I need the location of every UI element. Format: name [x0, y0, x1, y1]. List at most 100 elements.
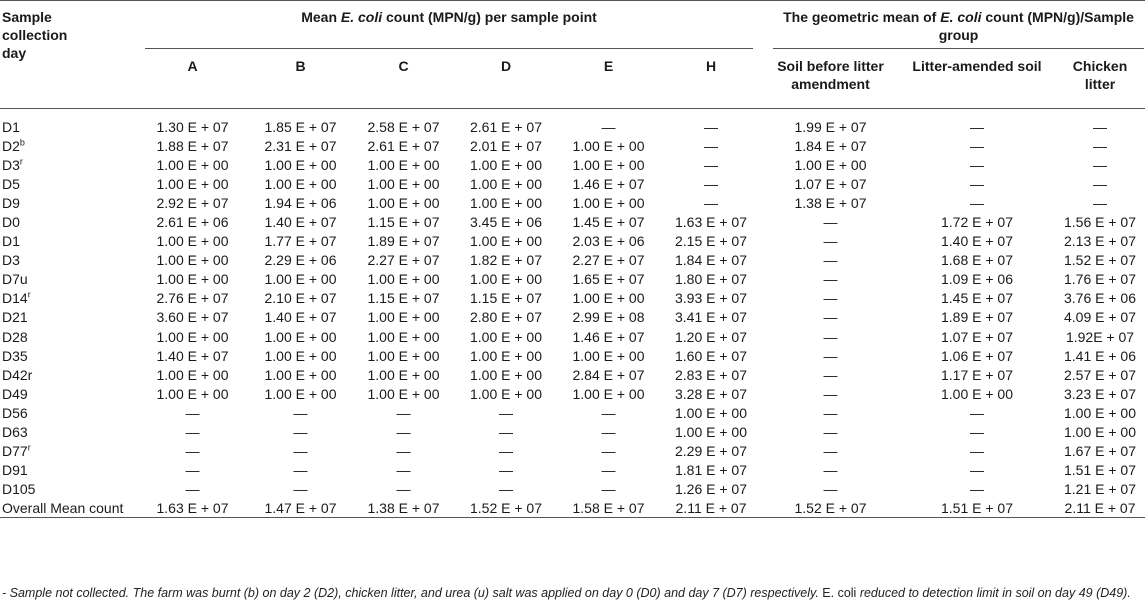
- table-row: D56 — — — — — 1.00 E + 00 — — 1.00 E + 00: [0, 403, 1145, 422]
- value-cell: —: [823, 328, 838, 345]
- value-cell: 1.52 E + 07: [762, 498, 899, 519]
- value-cell: —: [823, 481, 838, 498]
- value-cell: 1.89 E + 07: [367, 233, 440, 250]
- day-label: D21: [2, 309, 28, 326]
- value-cell: 1.00 E + 00: [1064, 404, 1137, 421]
- table-row: D77r — — — — — 2.29 E + 07 — — 1.67 E + 07: [0, 442, 1145, 461]
- value-cell: 2.11 E + 07: [1055, 498, 1145, 519]
- value-cell: —: [185, 404, 200, 421]
- value-cell: 1.00 E + 00: [264, 347, 337, 364]
- table-row: D1 1.30 E + 07 1.85 E + 07 2.58 E + 07 2.61 …: [0, 117, 1145, 136]
- value-cell: 1.76 E + 07: [1064, 271, 1137, 288]
- table-row: D105 — — — — — 1.26 E + 07 — — 1.21 E + 07: [0, 480, 1145, 499]
- day-cell: D105: [0, 480, 136, 499]
- day-cell: D1: [0, 232, 136, 251]
- value-cell: 1.00 E + 00: [367, 156, 440, 173]
- value-cell: —: [1093, 156, 1108, 173]
- value-cell: 1.21 E + 07: [1064, 481, 1137, 498]
- value-cell: —: [970, 443, 984, 460]
- value-cell: —: [499, 404, 513, 421]
- value-cell: 1.94 E + 06: [264, 194, 337, 211]
- value-cell: 1.58 E + 07: [557, 498, 660, 519]
- day-cell: D5: [0, 174, 136, 193]
- value-cell: 1.00 E + 00: [367, 366, 440, 383]
- day-label: D5: [2, 175, 20, 192]
- value-cell: 1.00 E + 00: [469, 156, 542, 173]
- value-cell: 1.00 E + 00: [156, 252, 229, 269]
- value-cell: 1.41 E + 06: [1064, 347, 1137, 364]
- day-cell: D77r: [0, 442, 136, 461]
- value-cell: 1.68 E + 07: [940, 252, 1013, 269]
- value-cell: 1.46 E + 07: [572, 328, 645, 345]
- value-cell: 1.40 E + 07: [156, 347, 229, 364]
- col-header-d: D: [500, 57, 512, 74]
- value-cell: 1.56 E + 07: [1064, 214, 1137, 231]
- day-cell: D0: [0, 212, 136, 231]
- value-cell: 1.09 E + 06: [940, 271, 1013, 288]
- value-cell: —: [823, 462, 838, 479]
- group1-suffix: count (MPN/g) per sample point: [382, 9, 597, 25]
- value-cell: 1.82 E + 07: [469, 252, 542, 269]
- day-label: D56: [2, 404, 28, 421]
- value-cell: 2.80 E + 07: [469, 309, 542, 326]
- value-cell: 1.67 E + 07: [1064, 443, 1137, 460]
- value-cell: 2.27 E + 07: [367, 252, 440, 269]
- value-cell: 1.00 E + 00: [572, 194, 645, 211]
- value-cell: 1.45 E + 07: [572, 214, 645, 231]
- value-cell: 3.28 E + 07: [674, 385, 747, 402]
- value-cell: 2.03 E + 06: [572, 233, 645, 250]
- value-cell: —: [601, 404, 616, 421]
- value-cell: 1.00 E + 00: [367, 175, 440, 192]
- value-cell: —: [970, 462, 984, 479]
- value-cell: 1.81 E + 07: [674, 462, 747, 479]
- value-cell: 1.72 E + 07: [940, 214, 1013, 231]
- day-cell: D14r: [0, 289, 136, 308]
- value-cell: 2.15 E + 07: [674, 233, 747, 250]
- footnote-part2: E. coli: [822, 586, 857, 600]
- table-row: D9 2.92 E + 07 1.94 E + 06 1.00 E + 00 1.00 …: [0, 193, 1145, 212]
- day-label: D63: [2, 424, 28, 441]
- value-cell: 2.61 E + 07: [469, 118, 542, 135]
- value-cell: 1.99 E + 07: [794, 118, 867, 135]
- value-cell: 1.40 E + 07: [940, 233, 1013, 250]
- footnote-part3: reduced to detection limit in soil on da…: [856, 586, 1131, 600]
- sample-group-header: The geometric mean of E. coli count (MPN…: [762, 1, 1145, 51]
- group2-prefix: The geometric mean of: [783, 9, 941, 25]
- table-row: D7u 1.00 E + 00 1.00 E + 00 1.00 E + 00 1.00…: [0, 270, 1145, 289]
- value-cell: 1.52 E + 07: [1064, 252, 1137, 269]
- value-cell: —: [970, 118, 984, 135]
- value-cell: 1.00 E + 00: [264, 271, 337, 288]
- value-cell: 1.51 E + 07: [899, 498, 1055, 519]
- value-cell: 1.00 E + 00: [367, 347, 440, 364]
- value-cell: —: [823, 271, 838, 288]
- day-label: D1: [2, 233, 20, 250]
- value-cell: 2.29 E + 06: [264, 252, 337, 269]
- value-cell: —: [823, 424, 838, 441]
- col-header-h: H: [705, 57, 717, 74]
- value-cell: —: [185, 481, 200, 498]
- value-cell: —: [823, 347, 838, 364]
- value-cell: 1.00 E + 00: [367, 194, 440, 211]
- value-cell: —: [1093, 137, 1108, 154]
- value-cell: —: [823, 252, 838, 269]
- day-label: D9: [2, 194, 20, 211]
- day-cell: D7u: [0, 270, 136, 289]
- day-label: D42r: [2, 366, 33, 383]
- day-column-header: Sample collection day: [0, 1, 136, 109]
- table-row: D1 1.00 E + 00 1.77 E + 07 1.89 E + 07 1.00 …: [0, 232, 1145, 251]
- value-cell: 1.00 E + 00: [469, 328, 542, 345]
- ecoli-count-table: Sample collection day Mean E. coli count…: [0, 0, 1145, 519]
- value-cell: —: [823, 443, 838, 460]
- col-header-litter-amended: Litter-amended soil: [912, 57, 1042, 74]
- table-header: Sample collection day Mean E. coli count…: [0, 0, 1145, 117]
- value-cell: 1.65 E + 07: [572, 271, 645, 288]
- value-cell: —: [970, 404, 984, 421]
- value-cell: 1.77 E + 07: [264, 233, 337, 250]
- day-cell: D21: [0, 308, 136, 327]
- value-cell: —: [970, 175, 984, 192]
- day-cell: D9: [0, 193, 136, 212]
- value-cell: —: [293, 424, 308, 441]
- value-cell: 1.00 E + 00: [469, 385, 542, 402]
- col-header-b: B: [295, 57, 306, 74]
- value-cell: 1.00 E + 00: [264, 156, 337, 173]
